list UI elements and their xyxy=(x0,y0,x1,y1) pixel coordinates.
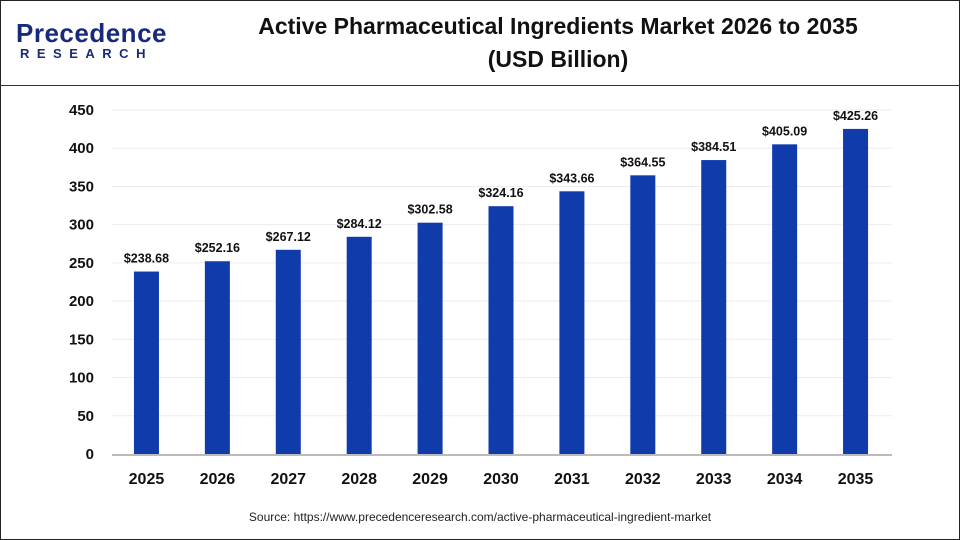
logo-line1: Precedence xyxy=(16,18,167,48)
bar-2027 xyxy=(275,249,301,454)
y-tick-label: 150 xyxy=(69,331,94,348)
data-label: $343.66 xyxy=(549,171,594,185)
x-tick-label: 2026 xyxy=(200,471,236,488)
title-line1: Active Pharmaceutical Ingredients Market… xyxy=(258,13,858,39)
y-tick-label: 300 xyxy=(69,217,94,234)
data-label: $284.12 xyxy=(337,217,382,231)
y-tick-label: 100 xyxy=(69,370,94,387)
data-label: $267.12 xyxy=(266,230,311,244)
x-tick-label: 2025 xyxy=(129,471,165,488)
data-label: $238.68 xyxy=(124,252,169,266)
y-tick-label: 450 xyxy=(69,102,94,119)
y-tick-label: 350 xyxy=(69,178,94,195)
bar-2031 xyxy=(559,191,585,454)
bar-2035 xyxy=(843,128,869,454)
y-tick-label: 0 xyxy=(86,446,94,463)
data-label: $324.16 xyxy=(478,186,523,200)
data-label: $252.16 xyxy=(195,241,240,255)
bar-2034 xyxy=(772,144,798,454)
x-tick-label: 2033 xyxy=(696,471,732,488)
data-label: $425.26 xyxy=(833,109,878,123)
y-tick-label: 250 xyxy=(69,255,94,272)
bar-2030 xyxy=(488,206,514,454)
x-tick-label: 2027 xyxy=(270,471,306,488)
bar-2029 xyxy=(417,222,443,454)
logo-line2: RESEARCH xyxy=(20,46,153,61)
y-tick-label: 400 xyxy=(69,140,94,157)
source-note: Source: https://www.precedenceresearch.c… xyxy=(248,510,712,524)
data-label: $405.09 xyxy=(762,124,807,138)
x-tick-label: 2035 xyxy=(838,471,874,488)
bar-2032 xyxy=(630,175,656,454)
x-tick-label: 2032 xyxy=(625,471,661,488)
bar-2028 xyxy=(346,236,372,454)
y-tick-label: 50 xyxy=(77,408,94,425)
data-label: $384.51 xyxy=(691,140,736,154)
chart-title: Active Pharmaceutical Ingredients Market… xyxy=(180,10,936,76)
bar-2026 xyxy=(204,261,230,454)
data-label: $302.58 xyxy=(407,203,452,217)
x-tick-label: 2030 xyxy=(483,471,519,488)
y-tick-label: 200 xyxy=(69,293,94,310)
bar-2025 xyxy=(133,271,159,454)
x-tick-label: 2031 xyxy=(554,471,590,488)
logo: Precedence RESEARCH xyxy=(16,20,166,65)
bar-2033 xyxy=(701,160,727,454)
data-label: $364.55 xyxy=(620,155,665,169)
x-tick-label: 2034 xyxy=(767,471,803,488)
title-line2: (USD Billion) xyxy=(487,46,629,72)
x-tick-label: 2029 xyxy=(412,471,448,488)
x-tick-label: 2028 xyxy=(341,471,377,488)
header-divider xyxy=(0,85,960,86)
